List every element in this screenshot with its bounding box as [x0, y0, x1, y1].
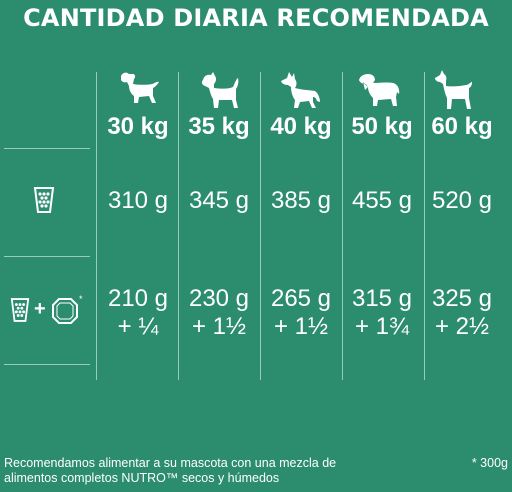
row2-value: 265 g — [270, 285, 332, 312]
kibble-cup-icon — [10, 298, 30, 322]
tray-weight-note: * 300g — [471, 456, 508, 470]
row1-value: 455 g — [351, 187, 413, 214]
weight-label: 40 kg — [270, 113, 332, 140]
row-divider — [4, 148, 90, 149]
small-dog-icon — [121, 72, 159, 103]
page-title: CANTIDAD DIARIA RECOMENDADA — [23, 4, 489, 32]
column-divider — [342, 72, 343, 380]
row1-value: 385 g — [270, 187, 332, 214]
row1-value: 310 g — [107, 187, 169, 214]
row2-value: 325 g — [431, 285, 493, 312]
weight-label: 50 kg — [351, 113, 413, 140]
row2-value: 230 g — [188, 285, 250, 312]
row2-fraction: + 1½ — [191, 313, 247, 340]
row2-value: 315 g — [351, 285, 413, 312]
terrier-dog-icon — [201, 72, 239, 108]
shepherd-dog-icon — [281, 72, 320, 108]
column-divider — [424, 72, 425, 380]
row1-value: 520 g — [431, 187, 493, 214]
weight-label: 30 kg — [107, 113, 169, 140]
footnote: Recomendamos alimentar a su mascota con … — [4, 456, 424, 486]
plus-sign: + — [34, 298, 46, 320]
footnote-line: Recomendamos alimentar a su mascota con … — [4, 456, 337, 470]
row1-value: 345 g — [188, 187, 250, 214]
great-dane-dog-icon — [435, 70, 472, 109]
row-divider — [4, 364, 90, 365]
column-divider — [178, 72, 179, 380]
tray-asterisk: * — [79, 294, 83, 304]
weight-label: 60 kg — [431, 113, 493, 140]
row-divider — [4, 256, 90, 257]
row2-value: 210 g — [107, 285, 169, 312]
kibble-cup-icon — [33, 187, 55, 213]
row2-fraction: + 1½ — [273, 313, 329, 340]
row2-fraction: + 2½ — [434, 313, 490, 340]
column-divider — [260, 72, 261, 380]
weight-label: 35 kg — [188, 113, 250, 140]
retriever-dog-icon — [359, 74, 400, 106]
footnote-line: alimentos completos NUTRO™ secos y húmed… — [4, 471, 280, 485]
row2-fraction: + 1¾ — [354, 313, 410, 340]
column-divider — [96, 72, 97, 380]
row2-fraction: + ¼ — [117, 313, 159, 340]
wet-food-tray-icon — [52, 298, 78, 324]
